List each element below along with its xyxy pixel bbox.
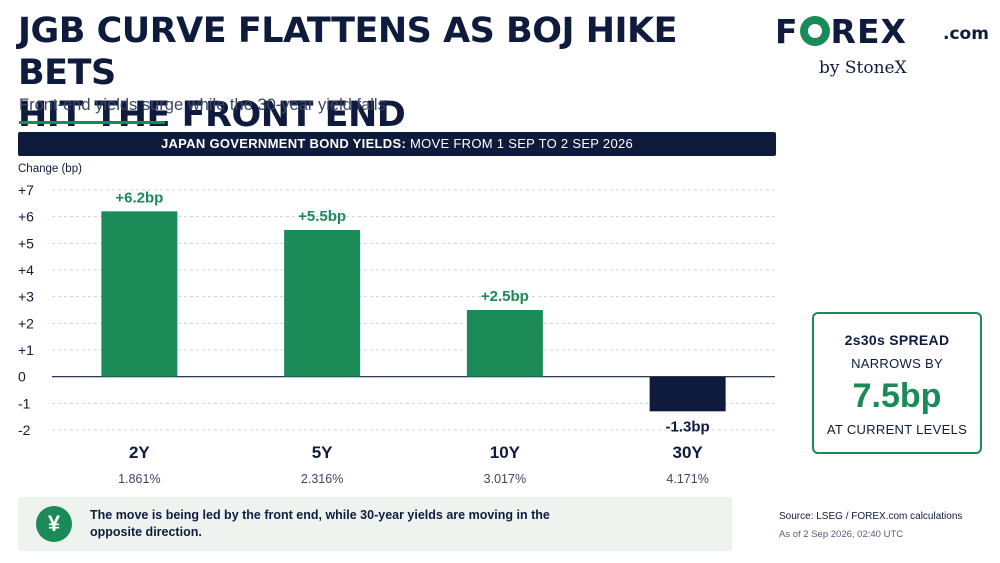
x-tick-label: 30Y — [673, 443, 704, 462]
data-label: -1.3bp — [666, 418, 710, 435]
y-tick-label: +3 — [18, 289, 34, 305]
timestamp-text: As of 2 Sep 2026, 02:40 UTC — [779, 529, 904, 540]
yield-level-label: 2.316% — [301, 472, 343, 486]
title-line-1: JGB CURVE FLATTENS AS BOJ HIKE BETS — [18, 11, 678, 93]
y-tick-label: +2 — [18, 315, 34, 331]
spread-footnote: AT CURRENT LEVELS — [826, 422, 968, 437]
data-label: +6.2bp — [115, 189, 163, 206]
y-tick-label: +5 — [18, 235, 34, 251]
bar-30y — [649, 376, 726, 412]
logo-letter-f: F — [775, 12, 799, 51]
page-title: JGB CURVE FLATTENS AS BOJ HIKE BETS HIT … — [18, 10, 738, 136]
bar-5y — [284, 230, 361, 377]
banner-rest: MOVE FROM 1 SEP TO 2 SEP 2026 — [410, 136, 634, 151]
subtitle-underline — [19, 121, 165, 124]
chart-banner: JAPAN GOVERNMENT BOND YIELDS: MOVE FROM … — [18, 132, 776, 156]
bar-10y — [466, 310, 543, 377]
y-tick-label: +1 — [18, 342, 34, 358]
x-tick-label: 2Y — [129, 443, 150, 462]
logo-byline: by StoneX — [819, 58, 907, 78]
y-tick-label: +7 — [18, 182, 34, 198]
commentary-note: ¥ The move is being led by the front end… — [18, 497, 732, 551]
logo-domain: .com — [943, 24, 989, 44]
spread-subtitle: NARROWS BY — [851, 356, 943, 371]
data-label: +5.5bp — [298, 208, 346, 225]
yield-level-label: 1.861% — [118, 472, 160, 486]
spread-title: 2s30s SPREAD — [844, 332, 950, 348]
data-label: +2.5bp — [481, 288, 529, 305]
yen-icon: ¥ — [36, 506, 72, 542]
title-line-2: HIT THE FRONT END — [18, 95, 406, 135]
subtitle: Front-end yields surge while the 30-year… — [19, 96, 386, 114]
yield-level-label: 4.171% — [666, 472, 708, 486]
y-tick-label: 0 — [18, 369, 26, 385]
banner-bold: JAPAN GOVERNMENT BOND YIELDS: — [160, 136, 407, 151]
logo-o-icon — [799, 16, 830, 46]
y-tick-label: +6 — [18, 209, 34, 225]
spread-callout: 2s30s SPREAD NARROWS BY 7.5bp AT CURRENT… — [812, 312, 982, 454]
forex-logo: F REX .com by StoneX — [775, 12, 989, 82]
x-tick-label: 5Y — [312, 443, 333, 462]
note-text: The move is being led by the front end, … — [90, 508, 550, 539]
spread-value: 7.5bp — [852, 377, 942, 415]
logo-letters-rex: REX — [830, 12, 907, 51]
y-tick-label: -1 — [18, 395, 31, 411]
logo-wordmark: F REX — [775, 12, 907, 51]
x-tick-label: 10Y — [490, 443, 521, 462]
source-text: Source: LSEG / FOREX.com calculations — [779, 511, 963, 522]
bar-2y — [101, 211, 178, 377]
y-axis-title: Change (bp) — [18, 163, 82, 175]
y-tick-label: -2 — [18, 422, 31, 438]
y-tick-label: +4 — [18, 262, 34, 278]
yield-level-label: 3.017% — [484, 472, 526, 486]
